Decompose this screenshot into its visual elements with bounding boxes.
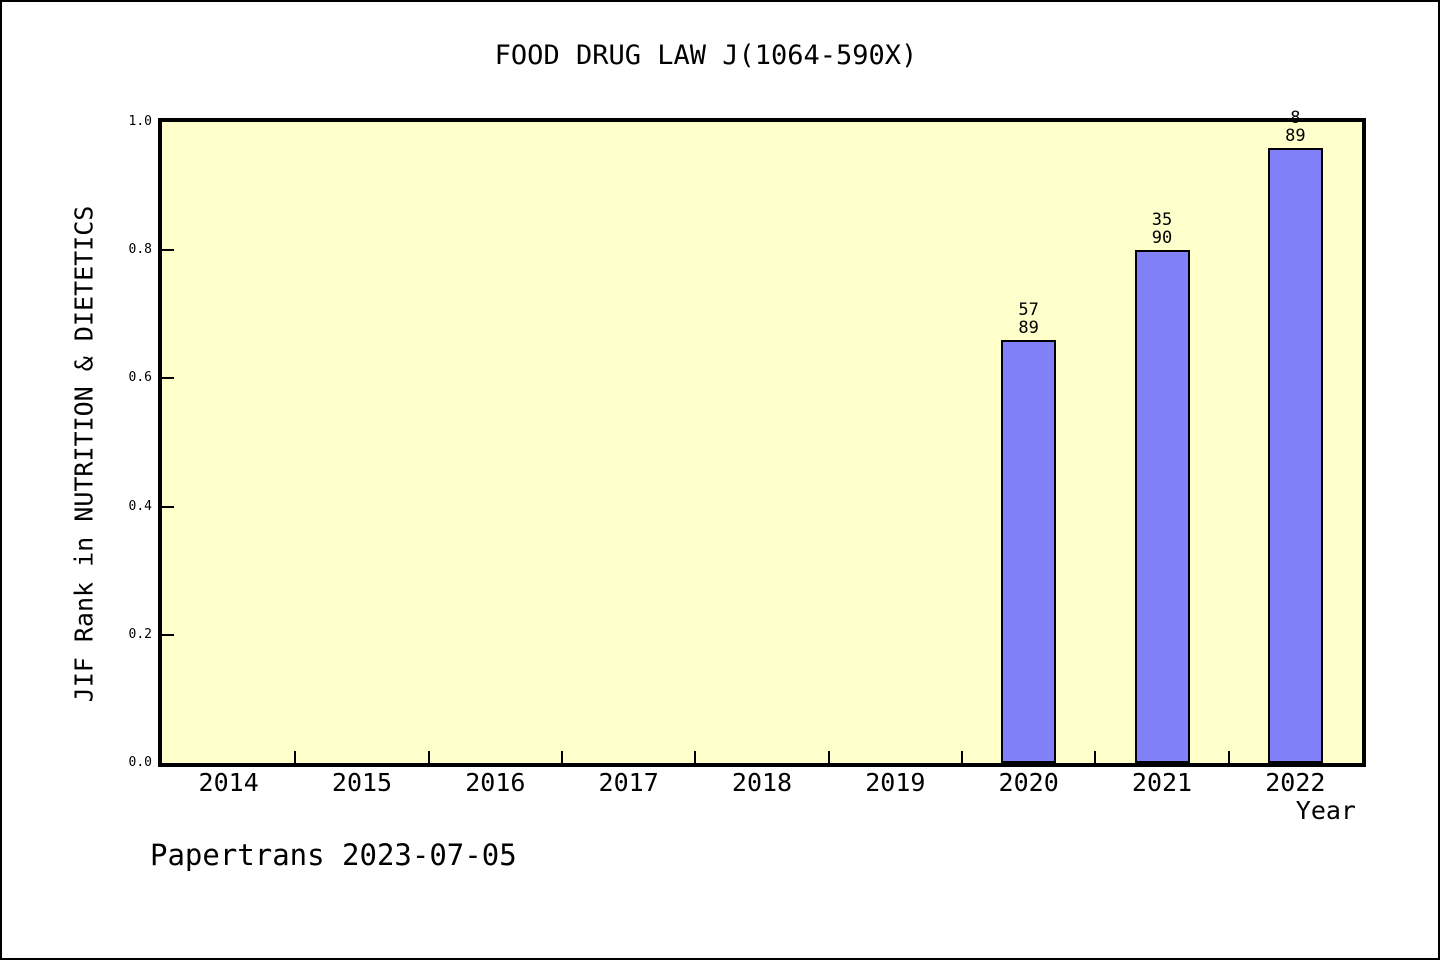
x-tick-mark (561, 751, 563, 763)
bar-2021 (1134, 250, 1190, 763)
bar-2022 (1267, 147, 1323, 763)
x-tick-label-2021: 2021 (1131, 768, 1193, 797)
x-tick-mark (827, 751, 830, 763)
x-tick-mark (427, 751, 430, 763)
bar-2020 (1001, 339, 1057, 763)
bar-label-numerator: 8 (1290, 107, 1301, 128)
y-tick-label-0.8: 0.8 (128, 242, 152, 258)
x-tick-mark (294, 751, 297, 763)
bar-value-label-2020: 57 89 (1018, 301, 1038, 337)
y-tick-mark (162, 249, 174, 252)
y-tick-label-0.2: 0.2 (128, 626, 152, 642)
x-tick-mark (1227, 751, 1230, 763)
y-tick-label-1.0: 1.0 (128, 114, 152, 129)
x-tick-mark (961, 751, 963, 763)
bar-label-denominator: 89 (1018, 317, 1039, 338)
y-tick-label-0.4: 0.4 (128, 498, 152, 514)
chart-title: FOOD DRUG LAW J(1064-590X) (494, 40, 918, 71)
bar-value-label-2022: 8 89 (1285, 109, 1305, 145)
plot-area: 57 89 35 90 8 89 (162, 109, 1362, 763)
x-tick-mark (1094, 751, 1097, 763)
x-tick-label-2015: 2015 (331, 768, 393, 797)
x-tick-label-2019: 2019 (865, 768, 926, 797)
x-tick-label-2014: 2014 (198, 768, 259, 797)
bar-value-label-2021: 35 90 (1152, 211, 1172, 247)
x-tick-label-2018: 2018 (731, 768, 793, 797)
x-tick-label-2016: 2016 (465, 768, 526, 797)
watermark-text: Papertrans 2023-07-05 (150, 838, 517, 872)
y-tick-mark (162, 377, 174, 380)
y-tick-mark (162, 633, 174, 636)
x-tick-label-2020: 2020 (998, 768, 1059, 797)
y-tick-label-0.0: 0.0 (128, 755, 152, 770)
x-tick-label-2017: 2017 (598, 768, 659, 797)
y-tick-mark (162, 505, 174, 508)
x-tick-mark (694, 751, 697, 763)
bar-label-numerator: 35 (1151, 210, 1173, 231)
bar-label-denominator: 89 (1285, 125, 1306, 146)
bar-label-numerator: 57 (1018, 299, 1039, 320)
y-tick-label-0.6: 0.6 (128, 370, 152, 386)
x-tick-label-2022: 2022 (1265, 768, 1326, 797)
bar-label-denominator: 90 (1151, 228, 1173, 249)
x-axis-label: Year (1295, 796, 1356, 825)
